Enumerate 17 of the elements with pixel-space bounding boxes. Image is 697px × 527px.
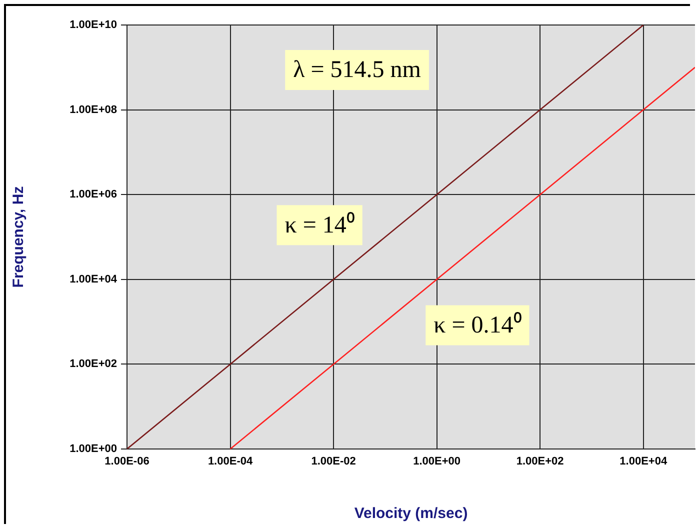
x-tick-label: 1.00E-04 <box>208 456 254 468</box>
annotation: κ = 14⁰ <box>284 211 354 238</box>
x-tick-label: 1.00E+02 <box>516 456 564 468</box>
y-tick-label: 1.00E+10 <box>70 19 117 32</box>
y-tick-label: 1.00E+02 <box>70 358 117 370</box>
x-axis-title: Velocity (m/sec) <box>354 505 468 522</box>
x-tick-label: 1.00E+00 <box>413 456 461 468</box>
x-tick-label: 1.00E-02 <box>311 456 356 468</box>
y-axis-title: Frequency, Hz <box>10 186 28 288</box>
annotation: κ = 0.14⁰ <box>434 311 522 338</box>
y-tick-label: 1.00E+06 <box>70 188 117 201</box>
y-tick-label: 1.00E+08 <box>70 104 117 116</box>
y-tick-label: 1.00E+00 <box>70 443 117 456</box>
annotation: λ = 514.5 nm <box>293 57 422 84</box>
x-tick-label: 1.00E-06 <box>104 456 150 468</box>
y-tick-label: 1.00E+04 <box>70 273 118 286</box>
x-tick-label: 1.00E+04 <box>620 456 668 468</box>
